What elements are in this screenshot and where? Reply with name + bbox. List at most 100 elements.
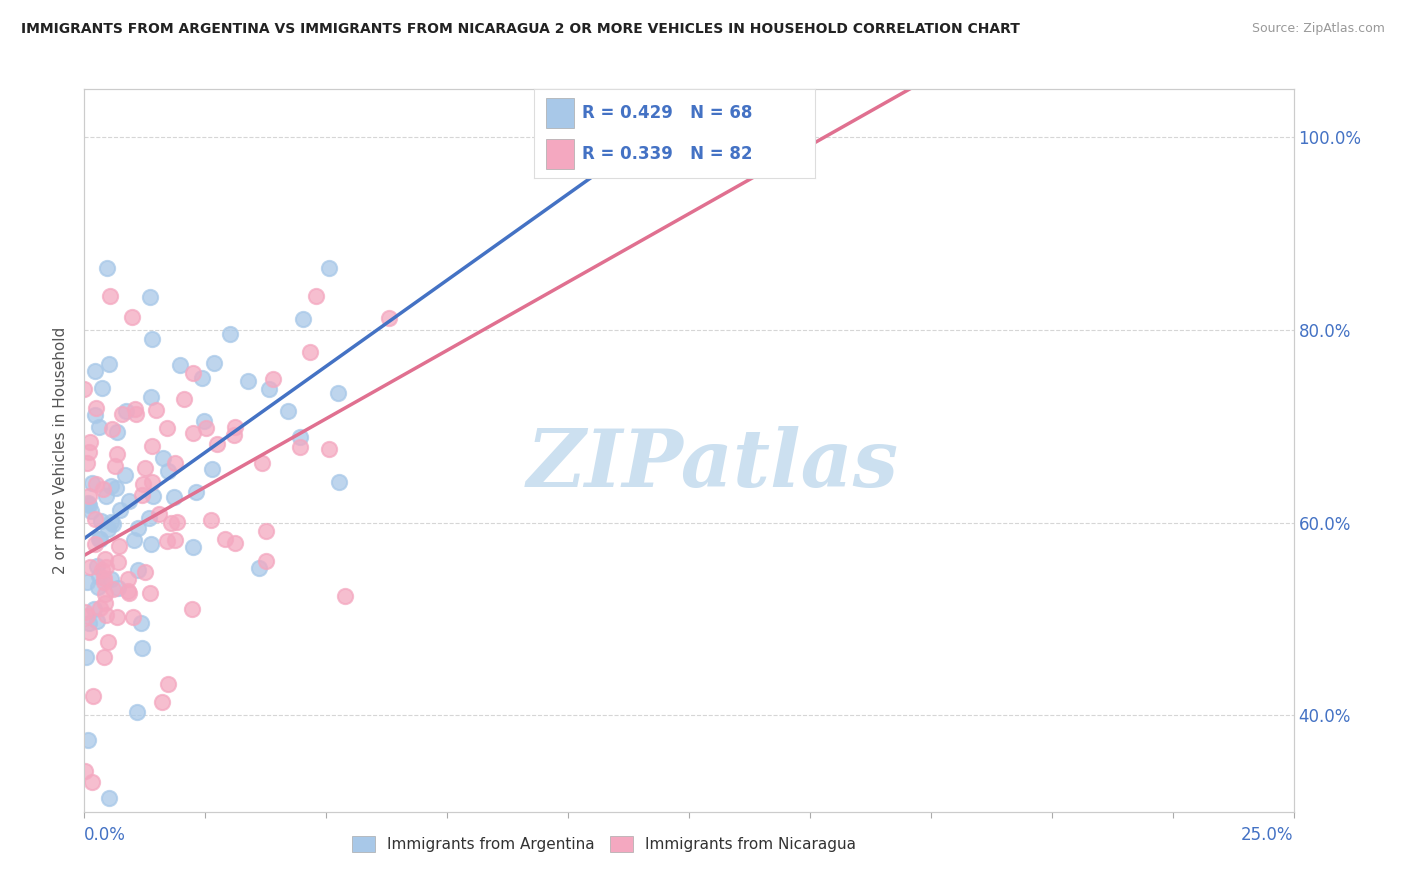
Point bbox=[117, 494, 139, 508]
Point bbox=[124, 401, 146, 416]
Point bbox=[222, 428, 245, 442]
Point bbox=[326, 386, 349, 401]
Point bbox=[79, 560, 101, 574]
Point bbox=[97, 635, 120, 649]
Point bbox=[91, 482, 114, 496]
Point bbox=[73, 605, 96, 619]
Legend: Immigrants from Argentina, Immigrants from Nicaragua: Immigrants from Argentina, Immigrants fr… bbox=[346, 830, 862, 858]
Point bbox=[77, 625, 100, 640]
Point bbox=[90, 381, 112, 395]
Point bbox=[328, 475, 350, 489]
Point bbox=[254, 524, 277, 538]
Point bbox=[219, 326, 242, 341]
Point bbox=[105, 448, 128, 462]
Point bbox=[262, 372, 284, 386]
Point bbox=[115, 403, 138, 417]
Point bbox=[224, 419, 246, 434]
Point bbox=[127, 521, 149, 535]
Point bbox=[224, 536, 246, 550]
Point bbox=[305, 289, 328, 303]
Bar bbox=[546, 98, 574, 128]
Point bbox=[166, 516, 188, 530]
Point bbox=[148, 508, 170, 522]
Y-axis label: 2 or more Vehicles in Household: 2 or more Vehicles in Household bbox=[53, 326, 69, 574]
Point bbox=[76, 733, 98, 747]
Point bbox=[139, 537, 162, 551]
Point bbox=[318, 261, 340, 276]
Point bbox=[141, 332, 163, 346]
Point bbox=[181, 540, 204, 554]
Point bbox=[200, 513, 222, 527]
Point bbox=[79, 489, 101, 503]
Point bbox=[117, 584, 139, 599]
Point bbox=[180, 602, 202, 616]
Point bbox=[75, 649, 97, 664]
Point bbox=[131, 641, 153, 656]
Point bbox=[96, 261, 118, 276]
Point bbox=[101, 582, 124, 596]
Text: Source: ZipAtlas.com: Source: ZipAtlas.com bbox=[1251, 22, 1385, 36]
Bar bbox=[546, 139, 574, 169]
Point bbox=[156, 421, 179, 435]
Point bbox=[377, 311, 399, 326]
Point bbox=[117, 572, 139, 586]
Point bbox=[201, 462, 224, 476]
Point bbox=[87, 420, 110, 434]
Point bbox=[94, 489, 117, 503]
Point bbox=[93, 650, 115, 665]
Point bbox=[87, 580, 110, 594]
Point bbox=[108, 503, 131, 517]
Point bbox=[131, 488, 153, 502]
Point bbox=[80, 476, 103, 491]
Point bbox=[254, 554, 277, 568]
Point bbox=[152, 450, 174, 465]
Point bbox=[111, 407, 134, 421]
Point bbox=[83, 602, 105, 616]
Point bbox=[84, 364, 107, 378]
Point bbox=[100, 572, 122, 586]
Point bbox=[94, 587, 117, 601]
Point bbox=[89, 568, 111, 582]
Point bbox=[105, 609, 128, 624]
Point bbox=[84, 476, 107, 491]
Point bbox=[277, 403, 299, 417]
Point bbox=[94, 552, 117, 566]
Point bbox=[142, 489, 165, 503]
Point bbox=[86, 614, 108, 628]
Point bbox=[114, 467, 136, 482]
Point bbox=[98, 790, 121, 805]
Point bbox=[205, 436, 228, 450]
Text: R = 0.429   N = 68: R = 0.429 N = 68 bbox=[582, 104, 752, 122]
Point bbox=[108, 539, 131, 553]
Point bbox=[84, 408, 107, 422]
Point bbox=[138, 511, 160, 525]
Point bbox=[125, 408, 148, 422]
Point bbox=[91, 564, 114, 578]
Point bbox=[100, 478, 122, 492]
Point bbox=[107, 582, 129, 596]
Point bbox=[163, 456, 186, 470]
Point bbox=[139, 586, 162, 600]
Point bbox=[84, 512, 107, 526]
Point bbox=[93, 571, 115, 585]
Point bbox=[76, 574, 98, 589]
Text: 0.0%: 0.0% bbox=[84, 826, 127, 844]
Point bbox=[259, 382, 281, 396]
Point bbox=[76, 456, 98, 470]
Point bbox=[93, 575, 115, 590]
Point bbox=[98, 357, 121, 371]
Point bbox=[125, 705, 148, 719]
Point bbox=[101, 422, 124, 436]
Point bbox=[139, 290, 162, 304]
Point bbox=[159, 516, 181, 530]
Point bbox=[290, 440, 312, 454]
Point bbox=[173, 392, 195, 407]
Point bbox=[194, 420, 217, 434]
Point bbox=[118, 585, 141, 599]
Point bbox=[250, 456, 273, 470]
Point bbox=[89, 514, 111, 528]
Point bbox=[134, 565, 156, 579]
Point bbox=[82, 690, 104, 704]
Point bbox=[291, 312, 314, 326]
Point bbox=[122, 533, 145, 548]
